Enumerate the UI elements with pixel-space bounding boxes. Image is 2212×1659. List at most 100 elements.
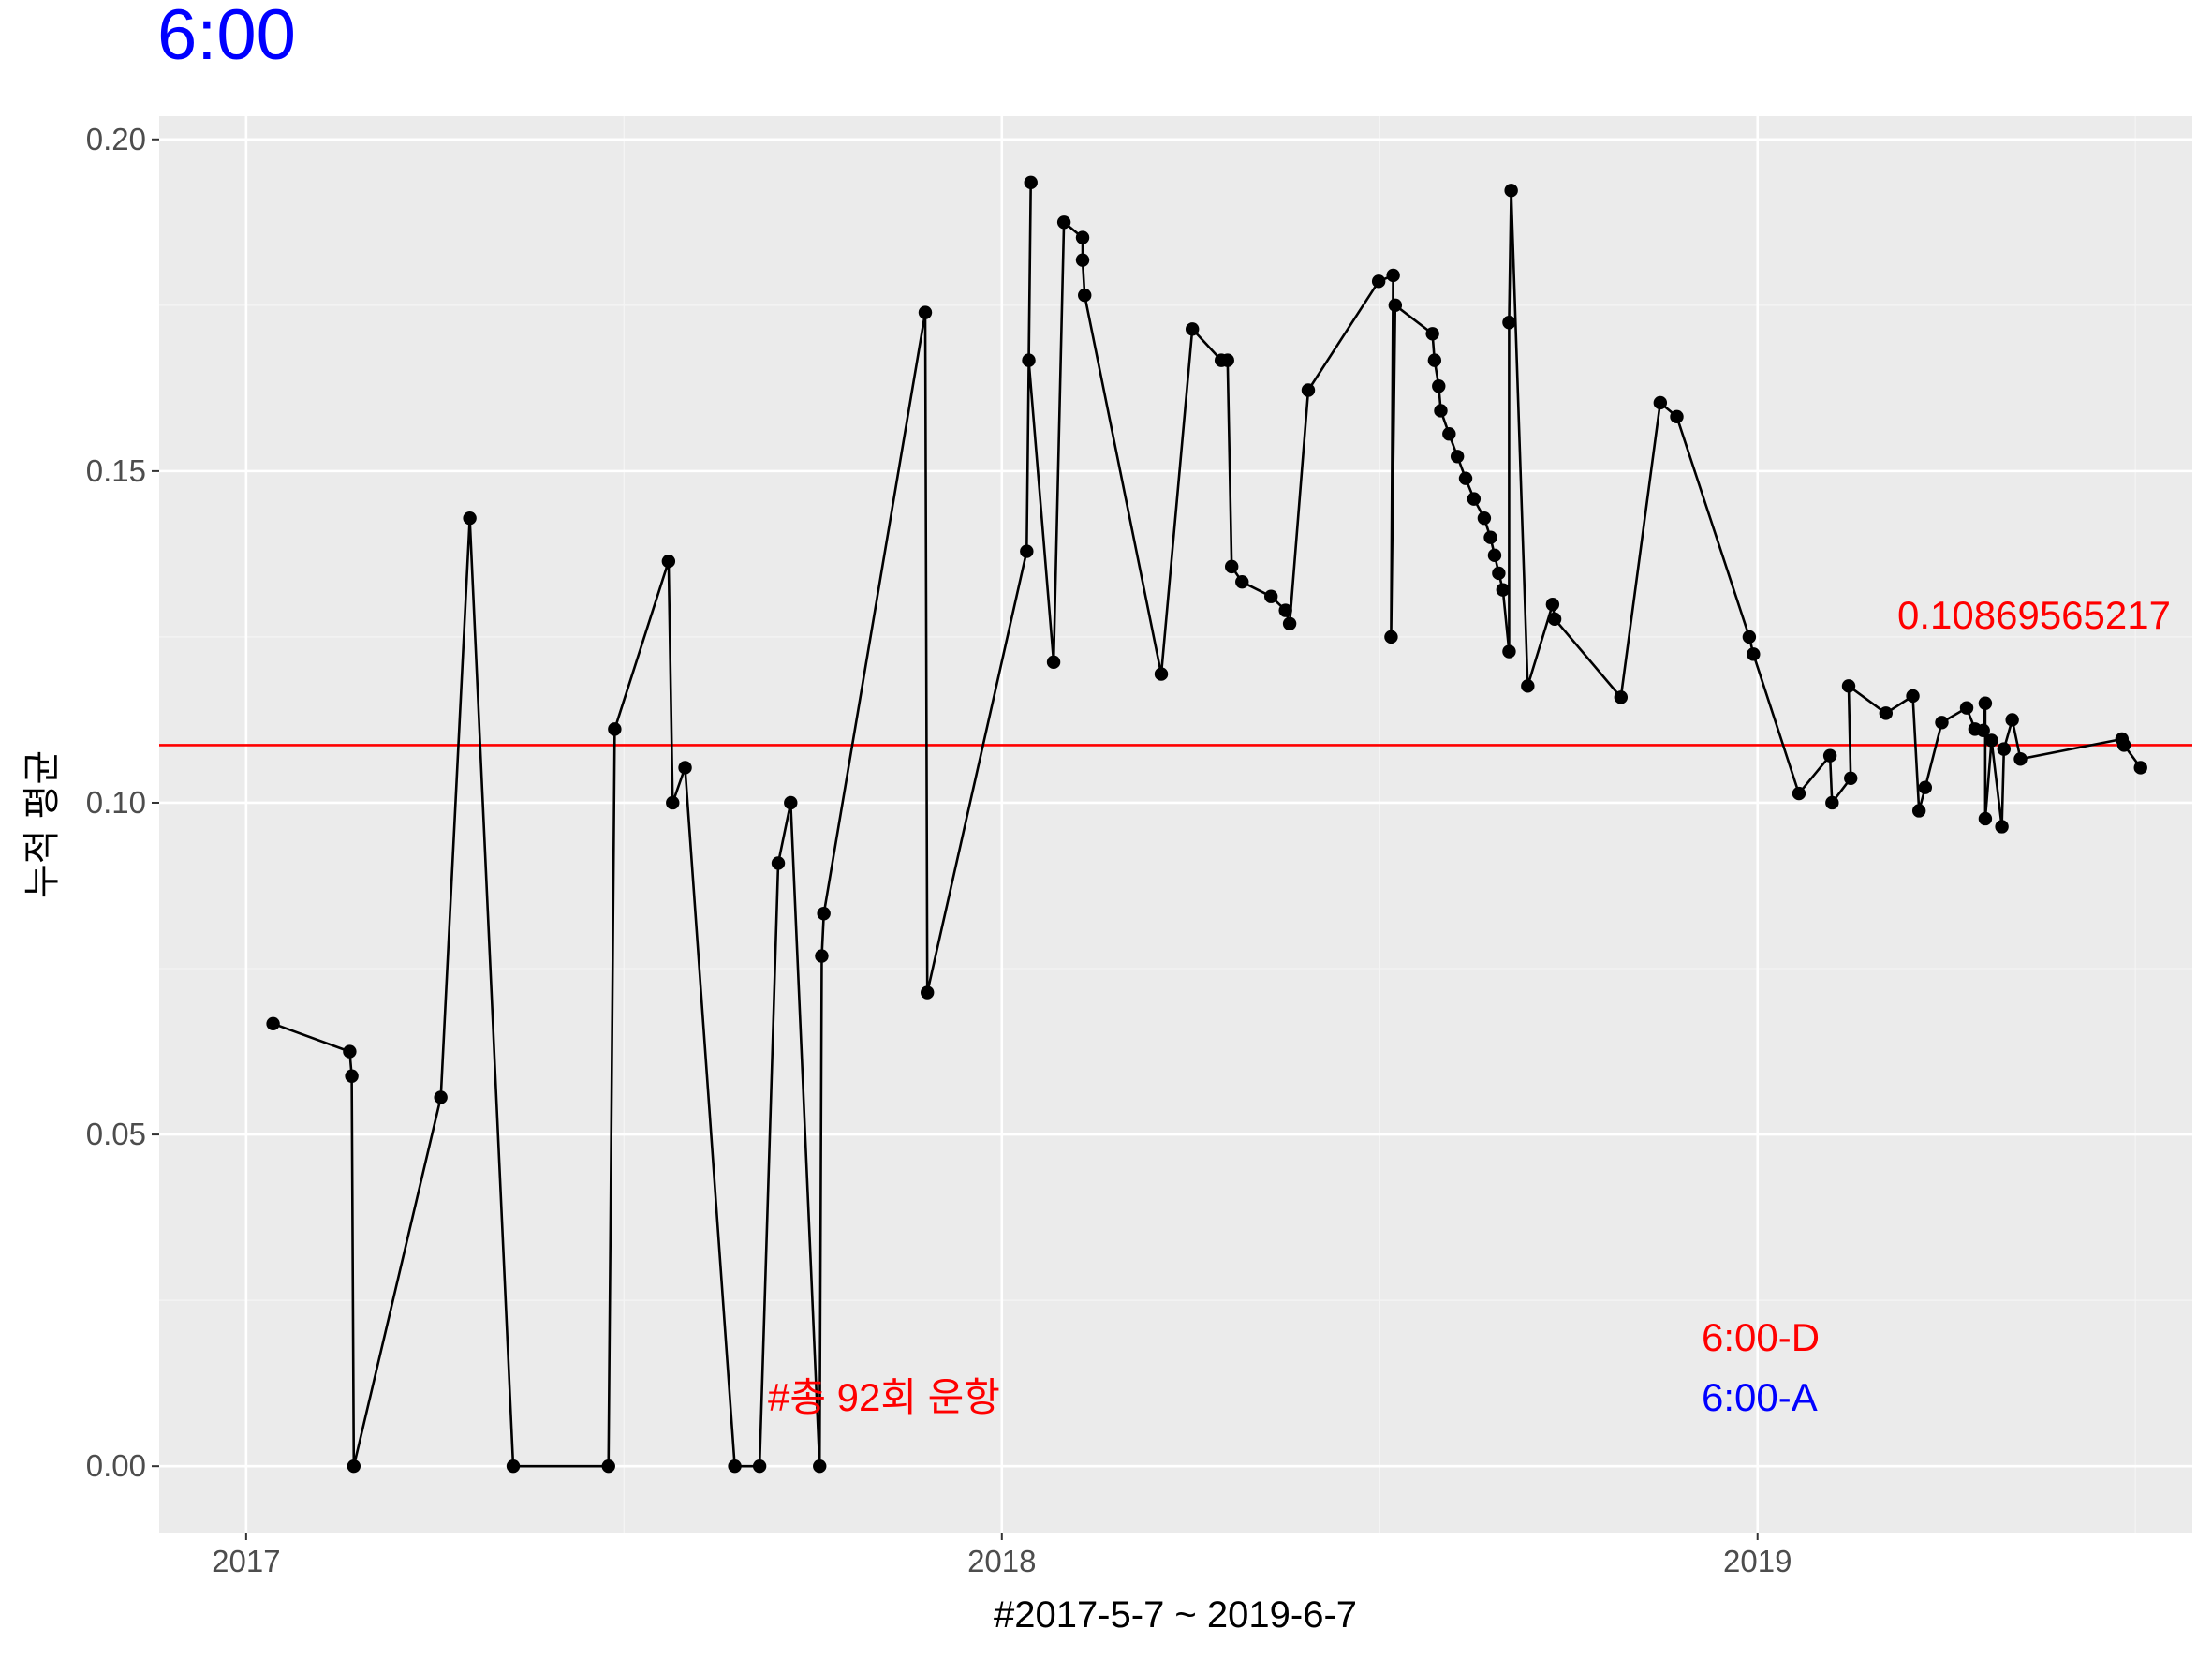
data-point (1224, 559, 1239, 574)
data-point (1371, 274, 1386, 289)
y-axis-title: 누적 평균 (22, 750, 63, 898)
data-point (1022, 353, 1036, 367)
annotations-group: #총 92회 운항 6:00-D 6:00-A (768, 1315, 1820, 1419)
data-point (601, 1459, 615, 1474)
x-tick-label: 2017 (212, 1544, 280, 1578)
x-tick-label: 2019 (1723, 1544, 1792, 1578)
data-point (1995, 820, 2009, 834)
data-point (1046, 655, 1061, 670)
data-point (817, 907, 831, 921)
data-point (1742, 630, 1757, 644)
data-point (1492, 566, 1506, 581)
data-point (1075, 253, 1090, 267)
reference-line-group: 0.10869565217 (159, 593, 2192, 747)
data-point (1024, 175, 1038, 190)
data-point (1477, 511, 1492, 526)
data-point (728, 1459, 742, 1474)
data-point (784, 795, 798, 810)
data-point (1978, 696, 1993, 710)
data-point (1075, 230, 1090, 244)
data-point (1388, 298, 1403, 313)
data-point (1432, 379, 1446, 393)
data-point (921, 985, 935, 1000)
y-tick-label: 0.10 (86, 785, 146, 820)
data-point (1653, 395, 1668, 410)
data-point (2005, 713, 2019, 727)
data-point (1504, 184, 1518, 198)
data-point (1263, 589, 1278, 603)
y-tick-label: 0.05 (86, 1117, 146, 1151)
data-point (1450, 450, 1465, 464)
data-point (1906, 689, 1920, 704)
chart-title: 6:00 (157, 0, 296, 75)
data-point (506, 1459, 521, 1474)
data-point (347, 1459, 361, 1474)
data-point (1822, 748, 1837, 763)
data-point (1458, 471, 1473, 485)
data-point (1496, 583, 1511, 597)
data-point (1434, 404, 1448, 418)
data-point (1911, 804, 1926, 818)
data-point (1844, 771, 1858, 785)
data-point (1487, 548, 1502, 563)
series-group (266, 175, 2147, 1474)
data-point (2013, 752, 2028, 766)
plot-panel (159, 116, 2192, 1533)
data-point (1521, 679, 1535, 693)
data-point (1078, 289, 1092, 303)
data-point (1502, 316, 1516, 330)
data-point (1935, 716, 1949, 730)
data-point (666, 795, 680, 810)
data-point (1483, 530, 1497, 544)
y-tick-label: 0.00 (86, 1448, 146, 1483)
axes-group: 0.00 0.05 0.10 0.15 0.20 2017 2018 2019 (86, 122, 1792, 1578)
data-point (678, 761, 692, 775)
data-point (1427, 353, 1442, 367)
x-tick-label: 2018 (967, 1544, 1036, 1578)
data-point (2133, 761, 2147, 775)
y-tick-label: 0.20 (86, 122, 146, 156)
annotation-text: #총 92회 운항 (768, 1375, 1000, 1419)
data-point (1670, 409, 1684, 424)
data-point (1747, 647, 1761, 661)
data-point (1154, 667, 1169, 681)
data-point (1841, 679, 1856, 693)
data-point (1301, 383, 1316, 397)
data-point (1442, 427, 1456, 441)
data-point (463, 511, 477, 526)
data-point (813, 1459, 827, 1474)
data-point (771, 856, 786, 870)
data-point (343, 1044, 357, 1059)
data-point (1278, 603, 1292, 617)
data-point (1825, 795, 1839, 810)
data-point (1978, 811, 1993, 826)
data-point (1020, 544, 1034, 558)
data-point (1386, 268, 1400, 283)
data-point (752, 1459, 767, 1474)
data-point (1502, 644, 1516, 659)
data-point (1547, 612, 1562, 627)
data-point (434, 1090, 448, 1104)
data-point (1879, 706, 1894, 720)
data-point (1918, 780, 1933, 794)
data-point (1976, 723, 1990, 737)
data-point (1220, 353, 1234, 367)
y-tick-label: 0.15 (86, 453, 146, 488)
data-point (1959, 701, 1974, 715)
annotation-text: 6:00-A (1702, 1375, 1818, 1419)
data-point (1545, 598, 1560, 612)
annotation-text: 6:00-D (1702, 1315, 1820, 1359)
x-axis-title: #2017-5-7 ~ 2019-6-7 (994, 1594, 1357, 1636)
data-point (1614, 690, 1629, 704)
data-point (1282, 616, 1297, 630)
mean-value-label: 0.10869565217 (1897, 593, 2171, 637)
data-point (918, 305, 933, 319)
data-point (1984, 733, 1998, 748)
data-point (345, 1069, 359, 1083)
data-point (1792, 786, 1806, 801)
data-point (608, 722, 622, 736)
data-point (1425, 327, 1439, 341)
data-point (1056, 215, 1071, 230)
